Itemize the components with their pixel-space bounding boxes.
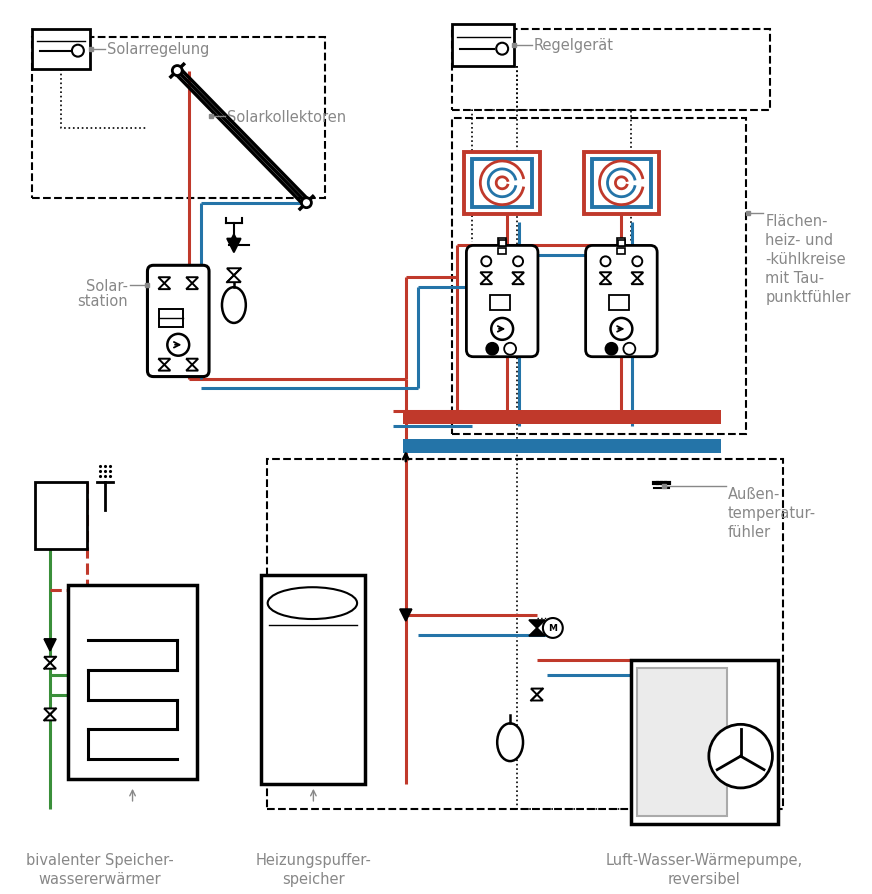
- Circle shape: [481, 257, 491, 267]
- Bar: [261, 576, 365, 784]
- Polygon shape: [159, 284, 170, 290]
- Polygon shape: [187, 359, 198, 366]
- Bar: [68, 586, 197, 779]
- Polygon shape: [44, 657, 56, 663]
- Text: Flächen-
heiz- und
-kühlkreise
mit Tau-
punktfühler: Flächen- heiz- und -kühlkreise mit Tau- …: [766, 214, 851, 305]
- Bar: [35, 483, 87, 550]
- Polygon shape: [227, 269, 241, 276]
- Text: Solarregelung: Solarregelung: [106, 42, 209, 57]
- Bar: [637, 668, 726, 816]
- Polygon shape: [44, 709, 56, 714]
- Polygon shape: [44, 714, 56, 721]
- Polygon shape: [531, 695, 543, 701]
- Ellipse shape: [268, 587, 358, 620]
- Polygon shape: [44, 639, 56, 651]
- Circle shape: [487, 343, 498, 355]
- Bar: [267, 460, 783, 809]
- Circle shape: [173, 66, 182, 76]
- Circle shape: [496, 44, 508, 55]
- Ellipse shape: [497, 723, 523, 762]
- Bar: [499, 241, 506, 247]
- Bar: [610, 296, 630, 310]
- Circle shape: [513, 257, 523, 267]
- Text: M: M: [548, 624, 557, 633]
- Polygon shape: [44, 663, 56, 669]
- Bar: [32, 38, 325, 198]
- Polygon shape: [187, 284, 198, 290]
- Circle shape: [491, 318, 513, 341]
- Bar: [591, 160, 651, 207]
- Polygon shape: [631, 273, 644, 279]
- Text: station: station: [77, 293, 127, 308]
- Text: Heizungspuffer-
speicher: Heizungspuffer- speicher: [255, 852, 371, 886]
- Polygon shape: [529, 620, 545, 628]
- Bar: [617, 240, 625, 245]
- Polygon shape: [512, 279, 524, 285]
- Polygon shape: [600, 279, 611, 285]
- FancyBboxPatch shape: [586, 246, 657, 358]
- Circle shape: [302, 198, 311, 208]
- Polygon shape: [400, 610, 412, 621]
- Circle shape: [167, 334, 189, 357]
- Polygon shape: [600, 273, 611, 279]
- Bar: [618, 241, 625, 247]
- Bar: [617, 249, 625, 255]
- Polygon shape: [187, 278, 198, 284]
- Text: Außen-
temperatur-
fühler: Außen- temperatur- fühler: [728, 486, 816, 540]
- Circle shape: [610, 318, 632, 341]
- Bar: [453, 119, 746, 434]
- Polygon shape: [227, 276, 241, 283]
- Text: Solarkollektoren: Solarkollektoren: [227, 110, 346, 124]
- Circle shape: [605, 343, 617, 355]
- Polygon shape: [227, 240, 241, 253]
- Circle shape: [709, 724, 773, 788]
- Bar: [490, 296, 510, 310]
- Polygon shape: [480, 279, 492, 285]
- Polygon shape: [187, 366, 198, 371]
- Circle shape: [601, 257, 610, 267]
- FancyBboxPatch shape: [147, 266, 209, 377]
- Bar: [32, 30, 90, 70]
- Bar: [498, 240, 506, 245]
- Bar: [403, 411, 721, 425]
- Ellipse shape: [222, 288, 246, 324]
- Bar: [160, 309, 183, 327]
- Polygon shape: [531, 688, 543, 695]
- Circle shape: [504, 343, 516, 355]
- Polygon shape: [631, 279, 644, 285]
- Bar: [403, 440, 721, 453]
- Bar: [453, 30, 771, 111]
- Polygon shape: [159, 359, 170, 366]
- Polygon shape: [159, 366, 170, 371]
- Bar: [473, 160, 532, 207]
- Text: bivalenter Speicher-
wassererwärmer: bivalenter Speicher- wassererwärmer: [26, 852, 174, 886]
- Text: Regelgerät: Regelgerät: [534, 38, 614, 53]
- Circle shape: [632, 257, 643, 267]
- Bar: [465, 153, 540, 215]
- Bar: [498, 249, 506, 255]
- FancyBboxPatch shape: [467, 246, 538, 358]
- Bar: [631, 660, 779, 823]
- Circle shape: [543, 619, 562, 638]
- Bar: [453, 25, 514, 66]
- Bar: [583, 153, 659, 215]
- Circle shape: [623, 343, 636, 355]
- Polygon shape: [159, 278, 170, 284]
- Text: Luft-Wasser-Wärmepumpe,
reversibel: Luft-Wasser-Wärmepumpe, reversibel: [605, 852, 802, 886]
- Polygon shape: [512, 273, 524, 279]
- Text: Solar-: Solar-: [85, 278, 127, 293]
- Circle shape: [72, 46, 84, 57]
- Polygon shape: [529, 628, 545, 637]
- Polygon shape: [480, 273, 492, 279]
